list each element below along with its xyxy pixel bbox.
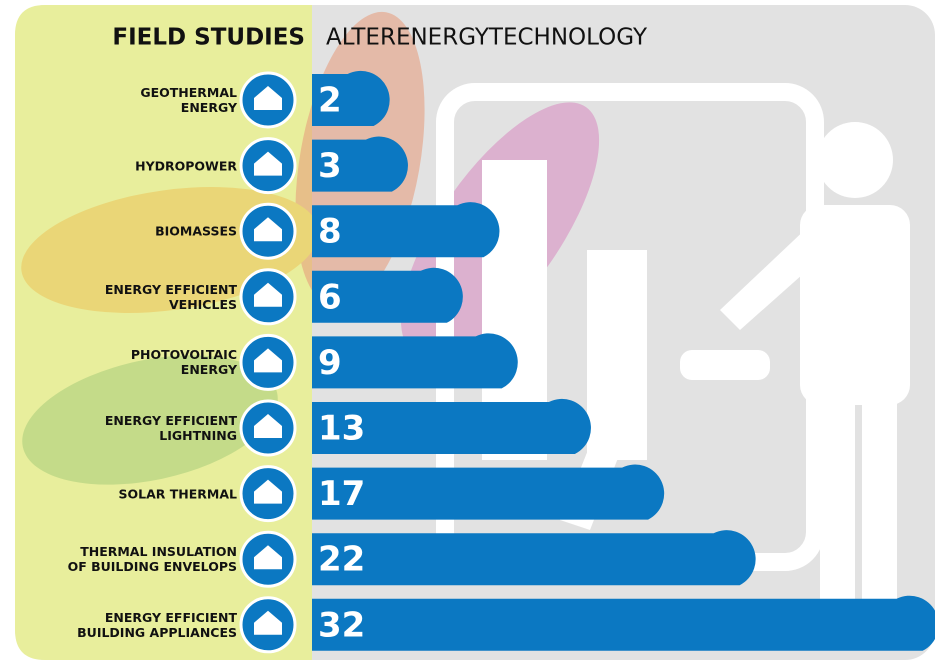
category-label: PHOTOVOLTAIC ENERGY (8, 347, 237, 377)
infographic: FIELD STUDIES ALTERENERGYTECHNOLOGY 2 3 8 6… (0, 0, 935, 660)
value-label: 3 (318, 146, 342, 186)
value-label: 6 (318, 277, 342, 317)
value-label: 13 (318, 409, 365, 449)
chart-subtitle: ALTERENERGYTECHNOLOGY (326, 25, 648, 51)
bar (312, 333, 518, 388)
value-label: 8 (318, 212, 342, 252)
bar (312, 530, 756, 585)
category-label: ENERGY EFFICIENT LIGHTNING (8, 413, 237, 443)
category-label: ENERGY EFFICIENT BUILDING APPLIANCES (8, 610, 237, 640)
value-label: 9 (318, 343, 342, 383)
category-label: BIOMASSES (8, 224, 237, 239)
category-label: SOLAR THERMAL (8, 486, 237, 501)
category-label: HYDROPOWER (8, 158, 237, 173)
value-label: 32 (318, 605, 365, 645)
bar (312, 596, 935, 651)
category-label: ENERGY EFFICIENT VEHICLES (8, 282, 237, 312)
value-label: 17 (318, 474, 365, 514)
category-label: GEOTHERMAL ENERGY (8, 85, 237, 115)
value-label: 22 (318, 540, 365, 580)
category-label: THERMAL INSULATION OF BUILDING ENVELOPS (8, 544, 237, 574)
value-label: 2 (318, 81, 342, 121)
chart-title: FIELD STUDIES (112, 25, 305, 51)
